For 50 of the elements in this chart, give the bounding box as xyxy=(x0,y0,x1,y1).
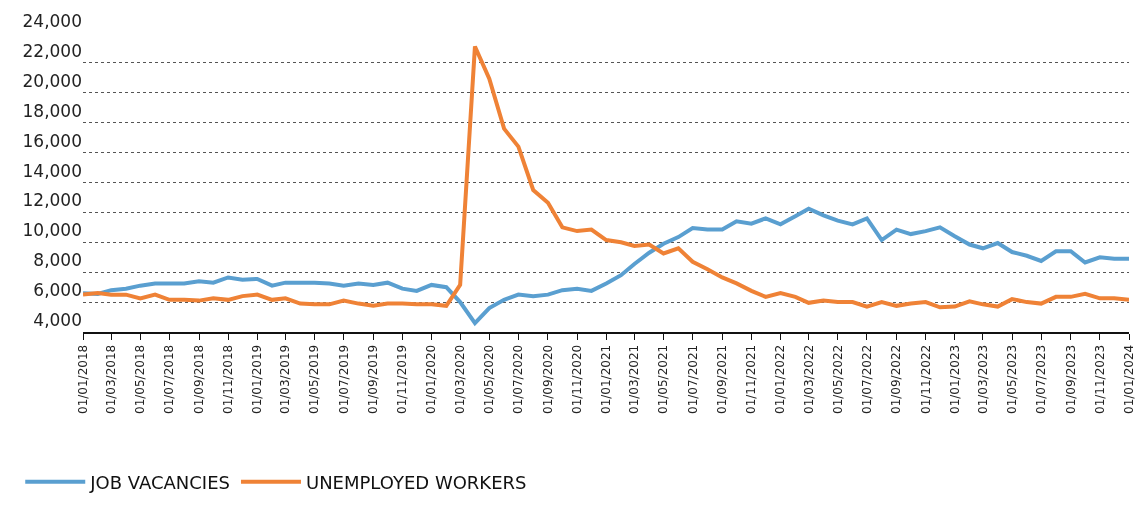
x-tick-label: 01/01/2022 xyxy=(773,344,788,414)
y-tick-label: 10,000 xyxy=(22,220,82,241)
x-tick-label: 01/09/2021 xyxy=(715,344,730,414)
y-tick-label: 18,000 xyxy=(22,100,82,121)
x-tick-label: 01/07/2023 xyxy=(1034,344,1049,414)
x-tick-label: 01/01/2023 xyxy=(947,344,962,414)
x-tick-label: 01/09/2019 xyxy=(366,344,381,414)
legend-label: JOB VACANCIES xyxy=(89,471,230,493)
x-tick-label: 01/03/2022 xyxy=(801,344,816,414)
x-tick-label: 01/11/2023 xyxy=(1092,344,1107,414)
x-tick-label: 01/03/2019 xyxy=(278,344,293,414)
x-tick-label: 01/09/2018 xyxy=(191,344,206,414)
x-tick-label: 01/05/2023 xyxy=(1004,344,1019,414)
x-tick-label: 01/03/2020 xyxy=(453,344,468,414)
x-tick-label: 01/11/2022 xyxy=(918,344,933,414)
x-tick-label: 01/11/2018 xyxy=(221,344,236,414)
y-tick-label: 8,000 xyxy=(33,250,82,271)
x-tick-label: 01/01/2024 xyxy=(1121,344,1136,414)
x-tick-label: 01/05/2020 xyxy=(482,344,497,414)
x-tick-label: 01/01/2019 xyxy=(250,344,265,414)
x-tick-label: 01/01/2018 xyxy=(75,344,90,414)
x-tick-label: 01/11/2020 xyxy=(570,344,585,414)
x-tick-label: 01/07/2018 xyxy=(162,344,177,414)
x-tick-label: 01/09/2020 xyxy=(540,344,555,414)
x-tick-label: 01/11/2019 xyxy=(395,344,410,414)
y-tick-label: 12,000 xyxy=(22,190,82,211)
x-tick-label: 01/01/2020 xyxy=(424,344,439,414)
x-tick-label: 01/05/2019 xyxy=(307,344,322,414)
x-tick-label: 01/09/2022 xyxy=(889,344,904,414)
y-tick-label: 24,000 xyxy=(22,11,82,32)
x-tick-label: 01/03/2023 xyxy=(975,344,990,414)
x-tick-label: 01/05/2021 xyxy=(656,344,671,414)
x-tick-label: 01/03/2021 xyxy=(627,344,642,414)
x-tick-label: 01/09/2023 xyxy=(1063,344,1078,414)
legend-label: UNEMPLOYED WORKERS xyxy=(305,471,527,493)
y-tick-label: 14,000 xyxy=(22,160,82,181)
y-tick-label: 4,000 xyxy=(33,310,82,331)
x-tick-label: 01/07/2019 xyxy=(336,344,351,414)
y-tick-label: 20,000 xyxy=(22,70,82,91)
x-tick-label: 01/07/2022 xyxy=(859,344,874,414)
y-tick-label: 16,000 xyxy=(22,130,82,151)
x-tick-label: 01/07/2021 xyxy=(685,344,700,414)
y-tick-label: 22,000 xyxy=(22,40,82,61)
x-tick-label: 01/07/2020 xyxy=(511,344,526,414)
x-tick-label: 01/11/2021 xyxy=(744,344,759,414)
x-tick-label: 01/03/2018 xyxy=(104,344,119,414)
x-tick-label: 01/05/2018 xyxy=(133,344,148,414)
x-tick-label: 01/01/2021 xyxy=(599,344,614,414)
x-tick-label: 01/05/2022 xyxy=(830,344,845,414)
y-tick-label: 6,000 xyxy=(33,280,82,301)
